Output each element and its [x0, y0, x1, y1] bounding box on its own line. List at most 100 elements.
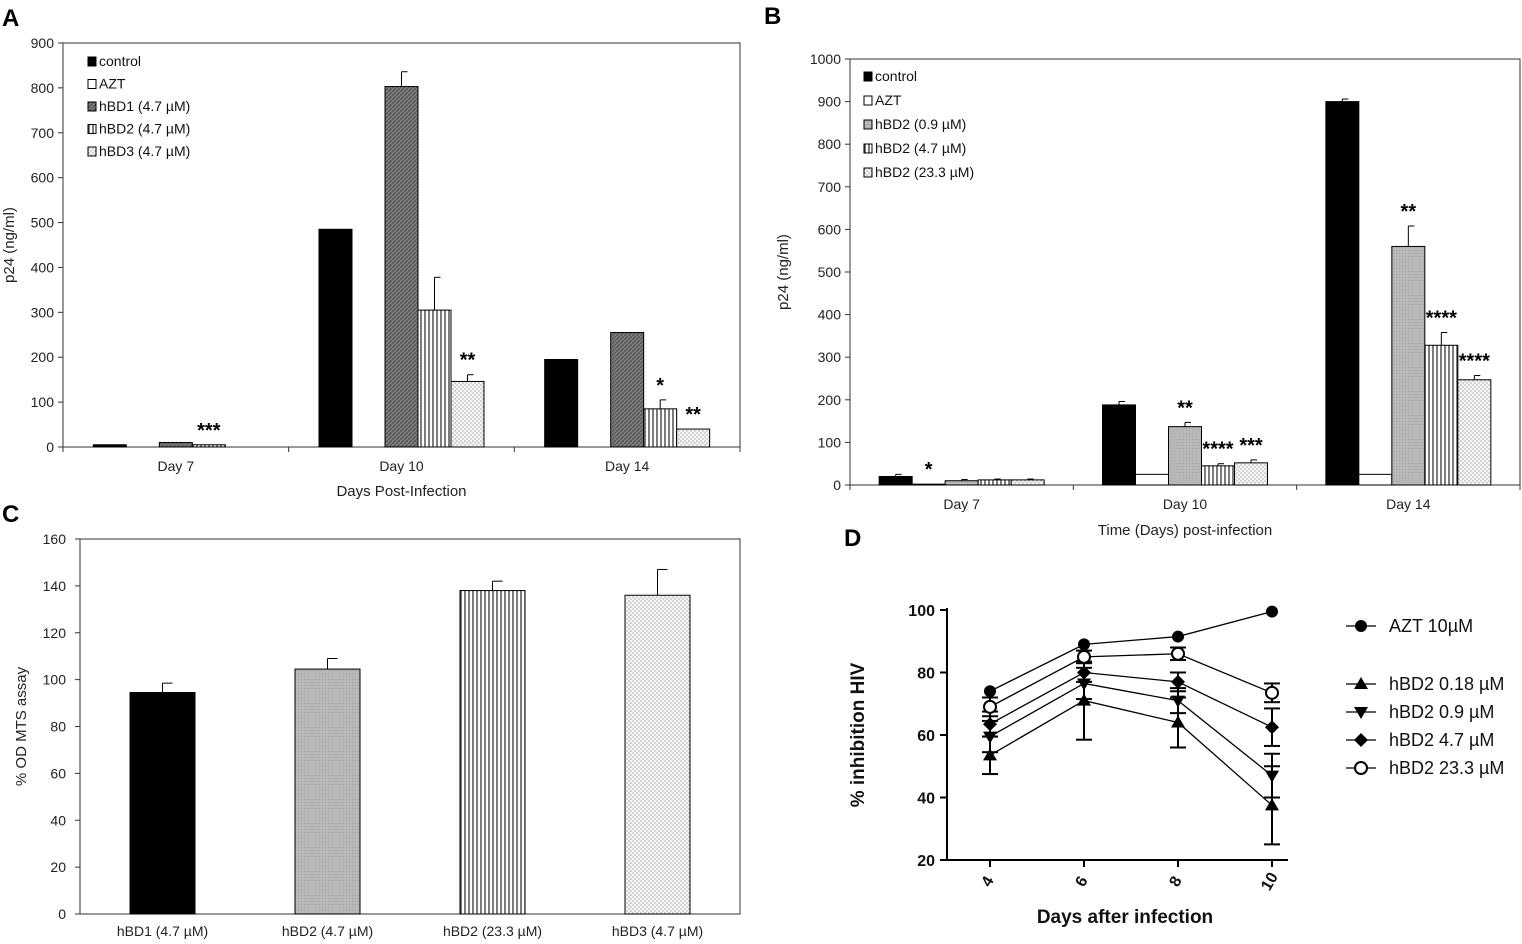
y-tick-label: 500	[31, 215, 55, 231]
marker-open-circle	[983, 699, 997, 714]
bar	[544, 358, 579, 448]
significance-label: *	[656, 375, 664, 397]
y-axis-label: % OD MTS assay	[13, 666, 30, 786]
legend-label: control	[99, 53, 141, 69]
marker-triangle-down	[1354, 707, 1368, 719]
y-tick-label: 800	[818, 136, 842, 152]
bar	[318, 228, 353, 448]
y-tick-label: 300	[818, 349, 842, 365]
legend-swatch	[87, 79, 97, 89]
marker-open-circle	[1077, 649, 1091, 664]
legend-swatch	[863, 119, 873, 130]
legend-label: AZT	[99, 76, 126, 92]
y-tick-label: 700	[31, 125, 55, 141]
bar	[1424, 344, 1459, 486]
y-tick-label: 140	[43, 578, 67, 594]
bar	[384, 86, 419, 448]
legend-swatch	[87, 56, 97, 67]
x-category-label: Day 7	[943, 496, 980, 512]
legend-swatch	[863, 167, 873, 178]
y-tick-label: 100	[908, 603, 935, 620]
bar	[977, 479, 1012, 486]
marker-triangle-up	[1265, 798, 1279, 811]
marker-open-circle	[1354, 761, 1368, 775]
y-tick-label: 0	[833, 477, 841, 493]
bar	[191, 444, 226, 448]
panel-letter-c: C	[2, 501, 19, 528]
y-tick-label: 400	[31, 259, 55, 275]
bar	[1325, 101, 1360, 486]
marker-circle	[1355, 620, 1367, 632]
bar	[1457, 379, 1492, 486]
panel-letter-d: D	[844, 525, 861, 552]
marker-triangle-up	[983, 748, 997, 761]
y-axis-label: p24 (ng/ml)	[1, 207, 18, 283]
series-line	[989, 671, 1273, 728]
marker-open-circle	[1265, 685, 1279, 700]
bar	[92, 444, 127, 448]
x-category-label: hBD2 (23.3 µM)	[443, 923, 542, 939]
x-tick-label: 8	[1167, 874, 1186, 890]
legend-label: hBD2 (4.7 µM)	[99, 121, 190, 137]
legend-label: hBD2 0.9 µM	[1389, 702, 1494, 722]
y-tick-label: 80	[50, 719, 66, 735]
bar	[417, 309, 452, 448]
y-tick-label: 300	[31, 304, 55, 320]
x-axis-label: Time (Days) post-infection	[1098, 522, 1273, 539]
bar	[610, 332, 645, 448]
y-tick-label: 20	[50, 859, 66, 875]
y-tick-label: 1000	[810, 51, 841, 67]
significance-label: ****	[1459, 351, 1490, 373]
x-axis-label: Days after infection	[1037, 907, 1213, 928]
legend-swatch	[87, 146, 97, 157]
y-tick-label: 80	[917, 666, 935, 683]
bar	[1168, 426, 1202, 486]
bar	[1358, 473, 1393, 486]
marker-triangle-down	[1265, 770, 1279, 783]
y-tick-label: 100	[31, 394, 55, 410]
y-tick-label: 40	[917, 791, 935, 808]
legend-label: hBD1 (4.7 µM)	[99, 98, 190, 114]
y-tick-label: 160	[43, 531, 67, 547]
marker-diamond	[1077, 665, 1091, 680]
x-category-label: Day 10	[1163, 496, 1208, 512]
marker-triangle-up	[1171, 715, 1185, 728]
y-tick-label: 120	[43, 625, 67, 641]
panel-letter-b: B	[764, 3, 781, 30]
y-tick-label: 400	[818, 307, 842, 323]
bar	[1201, 465, 1235, 486]
y-tick-label: 700	[818, 179, 842, 195]
bar	[643, 408, 678, 448]
legend-label: AZT 10µM	[1389, 616, 1473, 636]
significance-label: ****	[1202, 439, 1233, 461]
legend-label: hBD2 (4.7 µM)	[875, 140, 966, 156]
x-tick-label: 4	[979, 874, 998, 890]
significance-label: **	[460, 350, 476, 372]
bar	[1102, 404, 1136, 486]
marker-circle	[1266, 605, 1278, 618]
bar	[878, 475, 913, 486]
legend-label: hBD2 4.7 µM	[1389, 730, 1494, 750]
y-tick-label: 40	[50, 812, 66, 828]
marker-circle	[1078, 638, 1090, 651]
marker-circle	[984, 685, 996, 698]
y-tick-label: 60	[50, 765, 66, 781]
legend-swatch	[863, 71, 873, 82]
bar	[129, 692, 196, 915]
y-axis-label: % inhibition HIV	[848, 662, 869, 807]
legend-label: hBD2 (23.3 µM)	[875, 164, 974, 180]
y-axis-label: p24 (ng/ml)	[775, 234, 792, 310]
legend-swatch	[863, 143, 873, 154]
legend-label: control	[875, 68, 917, 84]
marker-circle	[1172, 630, 1184, 643]
bar	[676, 428, 711, 448]
significance-label: ****	[1426, 307, 1457, 329]
y-tick-label: 600	[818, 221, 842, 237]
significance-label: **	[1177, 397, 1193, 419]
y-tick-label: 0	[58, 906, 66, 922]
bar	[1010, 479, 1045, 486]
legend-swatch	[863, 95, 873, 106]
x-category-label: Day 14	[1386, 496, 1431, 512]
y-tick-label: 500	[818, 264, 842, 280]
